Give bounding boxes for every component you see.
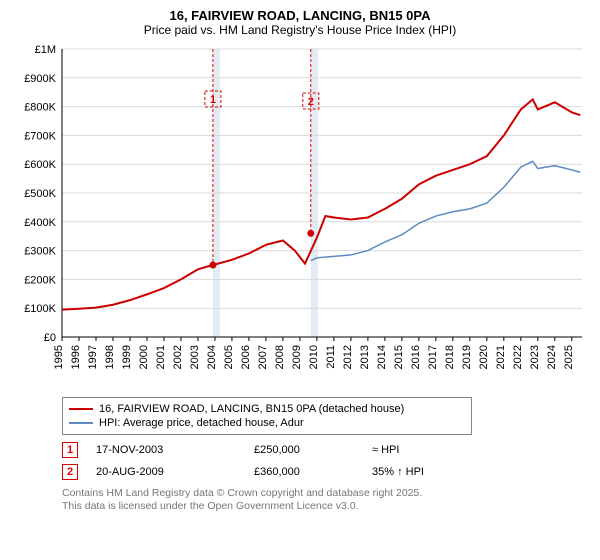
y-tick-label: £500K xyxy=(24,188,56,200)
event-relation: 35% ↑ HPI xyxy=(372,466,492,478)
y-tick-label: £200K xyxy=(24,274,56,286)
x-tick-label: 2020 xyxy=(478,345,490,369)
x-tick-label: 2015 xyxy=(393,345,405,369)
marker-dot xyxy=(307,230,314,237)
series-subject xyxy=(62,99,580,309)
legend-box: 16, FAIRVIEW ROAD, LANCING, BN15 0PA (de… xyxy=(62,397,472,435)
chart-container: 16, FAIRVIEW ROAD, LANCING, BN15 0PA Pri… xyxy=(0,0,600,560)
y-tick-label: £700K xyxy=(24,130,56,142)
x-tick-label: 2016 xyxy=(410,345,422,369)
legend-swatch xyxy=(69,422,93,424)
x-tick-label: 2013 xyxy=(359,345,371,369)
legend-label: HPI: Average price, detached house, Adur xyxy=(99,417,304,429)
x-tick-label: 2017 xyxy=(427,345,439,369)
x-tick-label: 2018 xyxy=(444,345,456,369)
y-tick-label: £100K xyxy=(24,303,56,315)
y-tick-label: £1M xyxy=(35,44,56,56)
legend-swatch xyxy=(69,408,93,410)
x-tick-label: 2004 xyxy=(206,345,218,369)
events-table: 1 17-NOV-2003 £250,000 ≈ HPI 2 20-AUG-2009 £36… xyxy=(62,439,592,483)
marker-number: 2 xyxy=(308,96,314,108)
x-tick-label: 2014 xyxy=(376,345,388,369)
x-tick-label: 1996 xyxy=(70,345,82,369)
footer-line1: Contains HM Land Registry data © Crown c… xyxy=(62,487,592,500)
attribution-footer: Contains HM Land Registry data © Crown c… xyxy=(62,487,592,513)
x-tick-label: 1995 xyxy=(53,345,65,369)
x-tick-label: 2009 xyxy=(291,345,303,369)
chart-area: £0 £100K £200K £300K £400K £500K £600K £700K £80… xyxy=(8,43,592,393)
x-tick-label: 2012 xyxy=(342,345,354,369)
line-chart-svg: £0 £100K £200K £300K £400K £500K £600K £700K £80… xyxy=(8,43,592,393)
y-tick-label: £600K xyxy=(24,159,56,171)
y-tick-label: £800K xyxy=(24,102,56,114)
x-tick-label: 2007 xyxy=(257,345,269,369)
event-relation: ≈ HPI xyxy=(372,444,492,456)
x-tick-label: 2024 xyxy=(546,345,558,369)
marker-dot xyxy=(209,262,216,269)
x-tick-label: 2000 xyxy=(138,345,150,369)
title-address: 16, FAIRVIEW ROAD, LANCING, BN15 0PA xyxy=(8,8,592,23)
legend-row: 16, FAIRVIEW ROAD, LANCING, BN15 0PA (de… xyxy=(69,402,465,416)
y-tick-label: £300K xyxy=(24,246,56,258)
x-tick-label: 1997 xyxy=(87,345,99,369)
event-number-box: 1 xyxy=(62,442,78,458)
x-tick-label: 2010 xyxy=(308,345,320,369)
marker-number: 1 xyxy=(210,94,216,106)
event-row: 1 17-NOV-2003 £250,000 ≈ HPI xyxy=(62,439,592,461)
x-tick-label: 2002 xyxy=(172,345,184,369)
event-date: 20-AUG-2009 xyxy=(96,466,236,478)
x-tick-label: 2001 xyxy=(155,345,167,369)
x-tick-label: 2022 xyxy=(512,345,524,369)
y-tick-label: £0 xyxy=(44,332,56,344)
x-tick-label: 2025 xyxy=(563,345,575,369)
x-tick-label: 2019 xyxy=(461,345,473,369)
event-price: £250,000 xyxy=(254,444,354,456)
x-tick-label: 2003 xyxy=(189,345,201,369)
y-tick-label: £400K xyxy=(24,217,56,229)
x-tick-label: 2011 xyxy=(325,345,337,369)
x-tick-label: 2008 xyxy=(274,345,286,369)
x-tick-label: 1998 xyxy=(104,345,116,369)
title-subtitle: Price paid vs. HM Land Registry's House … xyxy=(8,23,592,37)
title-block: 16, FAIRVIEW ROAD, LANCING, BN15 0PA Pri… xyxy=(8,8,592,37)
event-number-box: 2 xyxy=(62,464,78,480)
x-tick-label: 2023 xyxy=(529,345,541,369)
y-tick-label: £900K xyxy=(24,73,56,85)
event-price: £360,000 xyxy=(254,466,354,478)
legend-label: 16, FAIRVIEW ROAD, LANCING, BN15 0PA (de… xyxy=(99,403,404,415)
x-tick-label: 1999 xyxy=(121,345,133,369)
x-tick-label: 2005 xyxy=(223,345,235,369)
footer-line2: This data is licensed under the Open Gov… xyxy=(62,500,592,513)
event-row: 2 20-AUG-2009 £360,000 35% ↑ HPI xyxy=(62,461,592,483)
x-tick-label: 2006 xyxy=(240,345,252,369)
x-tick-label: 2021 xyxy=(495,345,507,369)
event-date: 17-NOV-2003 xyxy=(96,444,236,456)
legend-row: HPI: Average price, detached house, Adur xyxy=(69,416,465,430)
series-hpi xyxy=(311,161,581,260)
